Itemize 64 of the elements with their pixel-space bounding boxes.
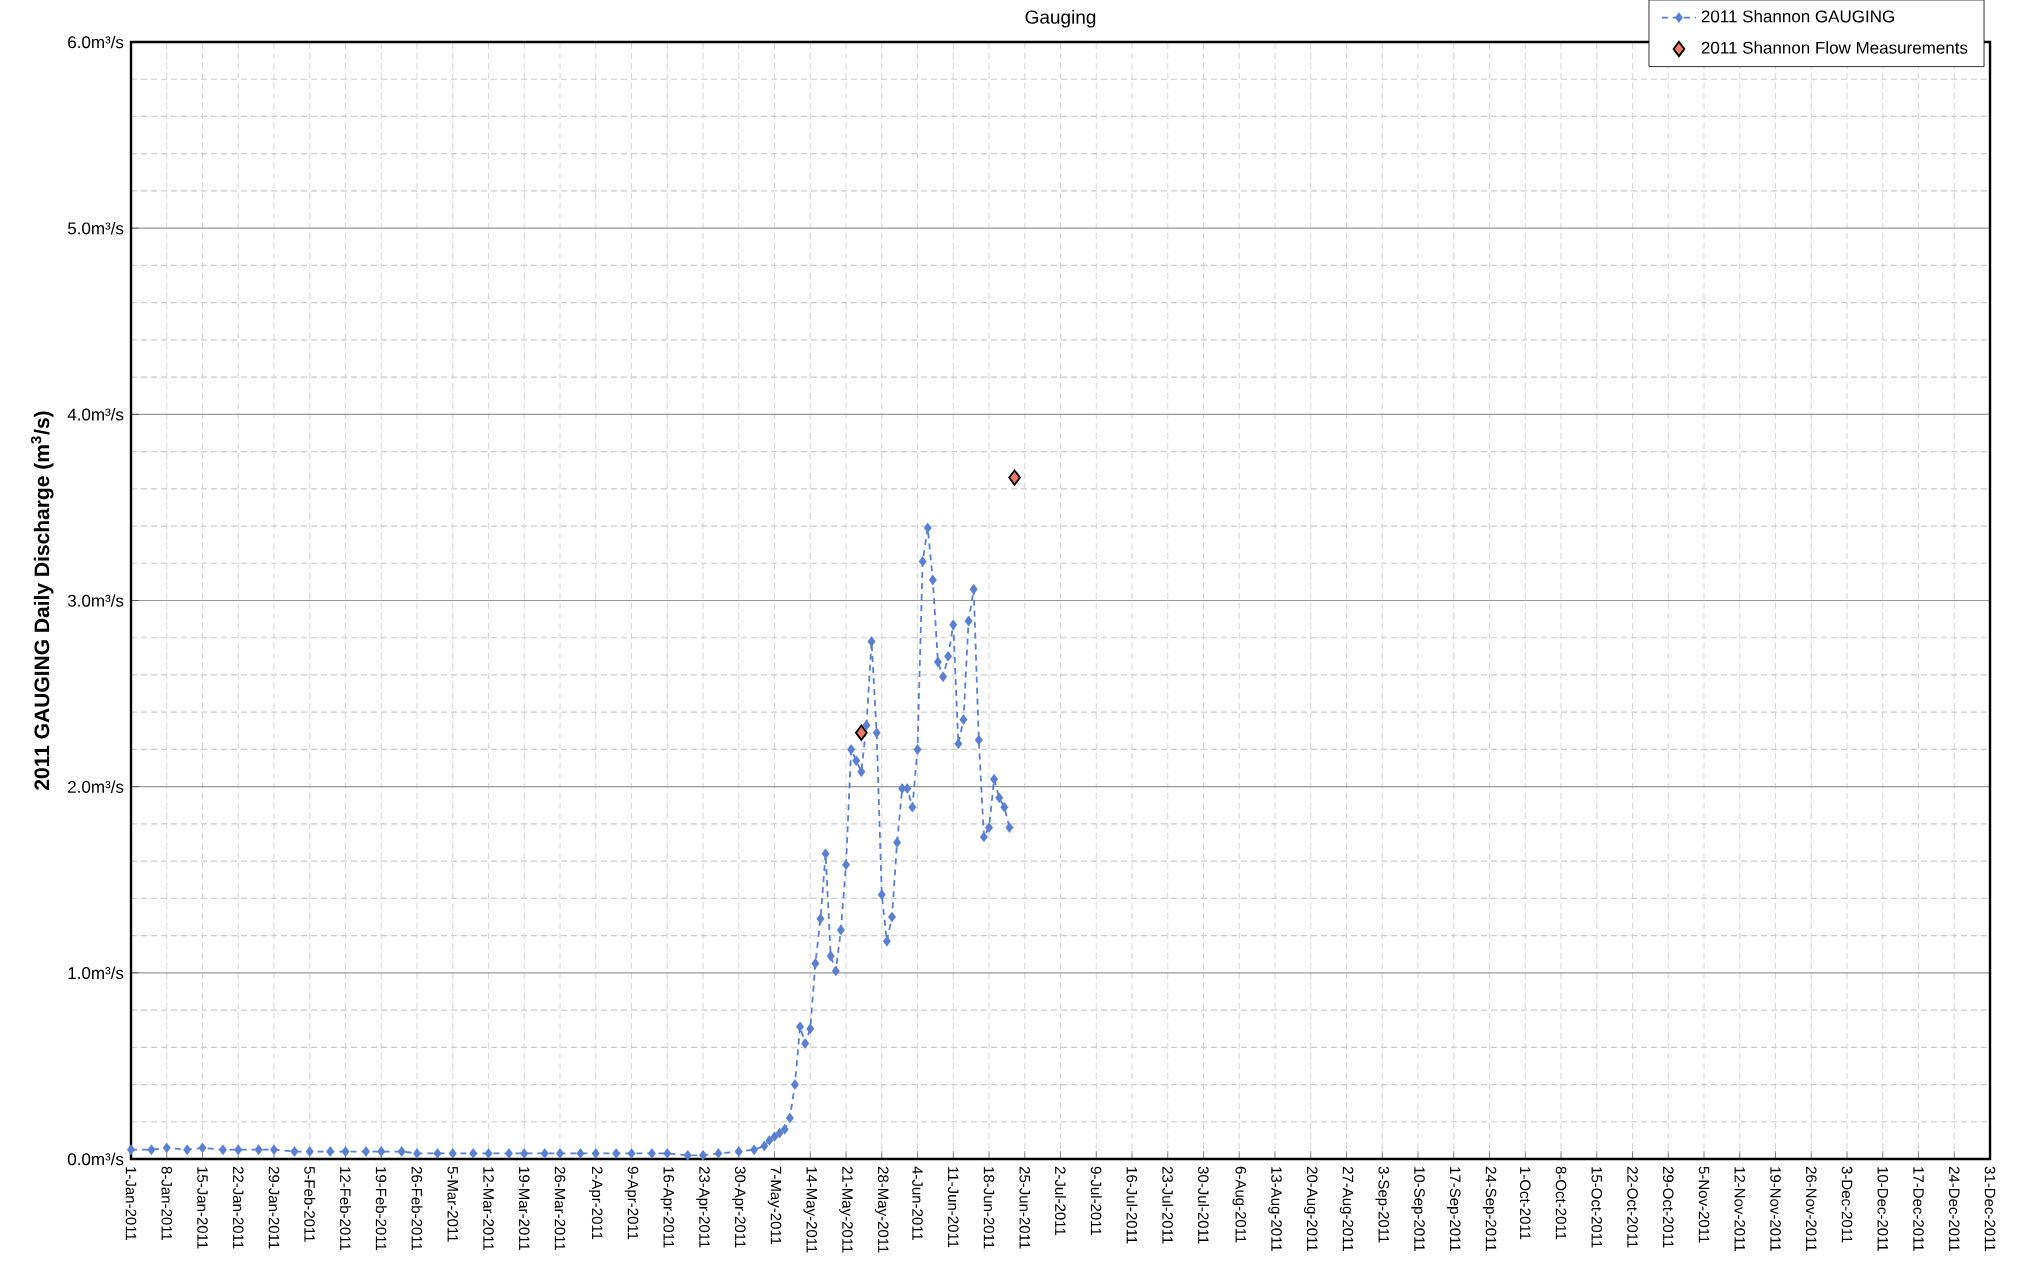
x-tick-label: 18-Jun-2011 [983,1167,995,1249]
x-tick-label: 9-Apr-2011 [624,1166,639,1240]
x-tick-label: 9-Jul-2011 [1090,1166,1102,1236]
x-tick-label: 30-Jul-2011 [1198,1166,1210,1244]
x-tick-label: 26-Mar-2011 [554,1166,566,1251]
x-tick-label: 22-Oct-2011 [1627,1166,1638,1248]
x-tick-label: 28-May-2011 [874,1166,889,1253]
x-tick-label: 12-Mar-2011 [483,1167,494,1251]
y-tick-label: 4.0m³/s [67,408,124,421]
x-tick-label: 29-Oct-2011 [1662,1166,1674,1248]
x-tick-label: 20-Aug-2011 [1303,1166,1318,1251]
x-tick-label: 25-Jun-2011 [1019,1166,1031,1249]
y-tick-label: 0.0m³/s [67,1152,124,1166]
y-axis-title: 2011 GAUGING Daily Discharge (m$^{3}$/s) [30,411,54,790]
x-tick-label: 8-Jan-2011 [161,1166,173,1241]
x-tick-label: 17-Dec-2011 [1913,1167,1924,1251]
x-tick-label: 1-Oct-2011 [1519,1167,1531,1240]
x-tick-label: 23-Apr-2011 [696,1166,710,1248]
x-tick-label: 26-Nov-2011 [1805,1166,1817,1251]
x-tick-label: 19-Mar-2011 [518,1167,530,1251]
x-tick-label: 5-Mar-2011 [447,1166,459,1242]
x-tick-label: 5-Nov-2011 [1698,1166,1710,1243]
x-tick-label: 8-Oct-2011 [1555,1166,1567,1240]
x-tick-label: 10-Sep-2011 [1411,1167,1425,1251]
x-tick-label: 2-Jul-2011 [1055,1166,1067,1236]
x-tick-label: 5-Feb-2011 [304,1166,316,1242]
x-tick-label: 13-Aug-2011 [1268,1167,1282,1251]
x-tick-label: 19-Feb-2011 [375,1167,387,1251]
legend-label: 2011 Shannon GAUGING [1701,9,1894,23]
x-tick-label: 24-Sep-2011 [1482,1166,1497,1251]
x-tick-label: 12-Nov-2011 [1734,1167,1746,1251]
x-tick-label: 3-Dec-2011 [1841,1166,1853,1243]
x-tick-label: 21-May-2011 [839,1166,853,1253]
x-tick-label: 11-Jun-2011 [947,1167,959,1248]
x-tick-label: 15-Oct-2011 [1591,1167,1603,1248]
y-tick-label: 6.0m³/s [68,35,124,49]
x-tick-label: 17-Sep-2011 [1446,1167,1461,1251]
x-tick-label: 27-Aug-2011 [1339,1166,1354,1251]
y-tick-label: 5.0m³/s [67,221,124,235]
y-tick-label: 1.0m³/s [68,966,124,980]
x-tick-label: 7-May-2011 [767,1166,782,1245]
x-tick-label: 4-Jun-2011 [912,1166,923,1241]
chart-title: Gauging [1025,9,1096,28]
x-tick-label: 3-Sep-2011 [1375,1166,1390,1243]
x-tick-label: 24-Dec-2011 [1948,1166,1960,1251]
y-tick-label: 2.0m³/s [68,780,124,793]
x-tick-label: 2-Apr-2011 [588,1166,603,1240]
x-tick-label: 23-Jul-2011 [1162,1166,1174,1244]
x-tick-label: 31-Dec-2011 [1984,1166,1996,1251]
legend-label: 2011 Shannon Flow Measurements [1701,41,1968,54]
x-tick-label: 6-Aug-2011 [1232,1166,1247,1243]
x-tick-label: 10-Dec-2011 [1877,1167,1889,1251]
x-tick-label: 19-Nov-2011 [1770,1167,1781,1251]
x-tick-label: 14-May-2011 [803,1167,818,1253]
x-tick-label: 26-Feb-2011 [411,1166,423,1251]
x-tick-label: 15-Jan-2011 [197,1167,208,1249]
x-tick-label: 12-Feb-2011 [339,1167,351,1251]
x-tick-label: 16-Apr-2011 [660,1167,675,1248]
x-tick-label: 29-Jan-2011 [268,1166,280,1249]
x-tick-label: 16-Jul-2011 [1126,1167,1138,1244]
x-tick-label: 22-Jan-2011 [232,1166,244,1249]
y-tick-label: 3.0m³/s [67,594,124,607]
x-tick-label: 1-Jan-2011 [125,1167,137,1241]
x-tick-label: 30-Apr-2011 [731,1166,746,1248]
